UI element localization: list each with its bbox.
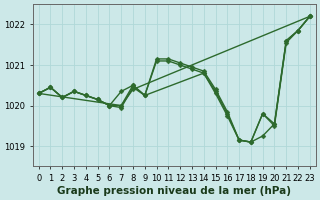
X-axis label: Graphe pression niveau de la mer (hPa): Graphe pression niveau de la mer (hPa)	[57, 186, 291, 196]
